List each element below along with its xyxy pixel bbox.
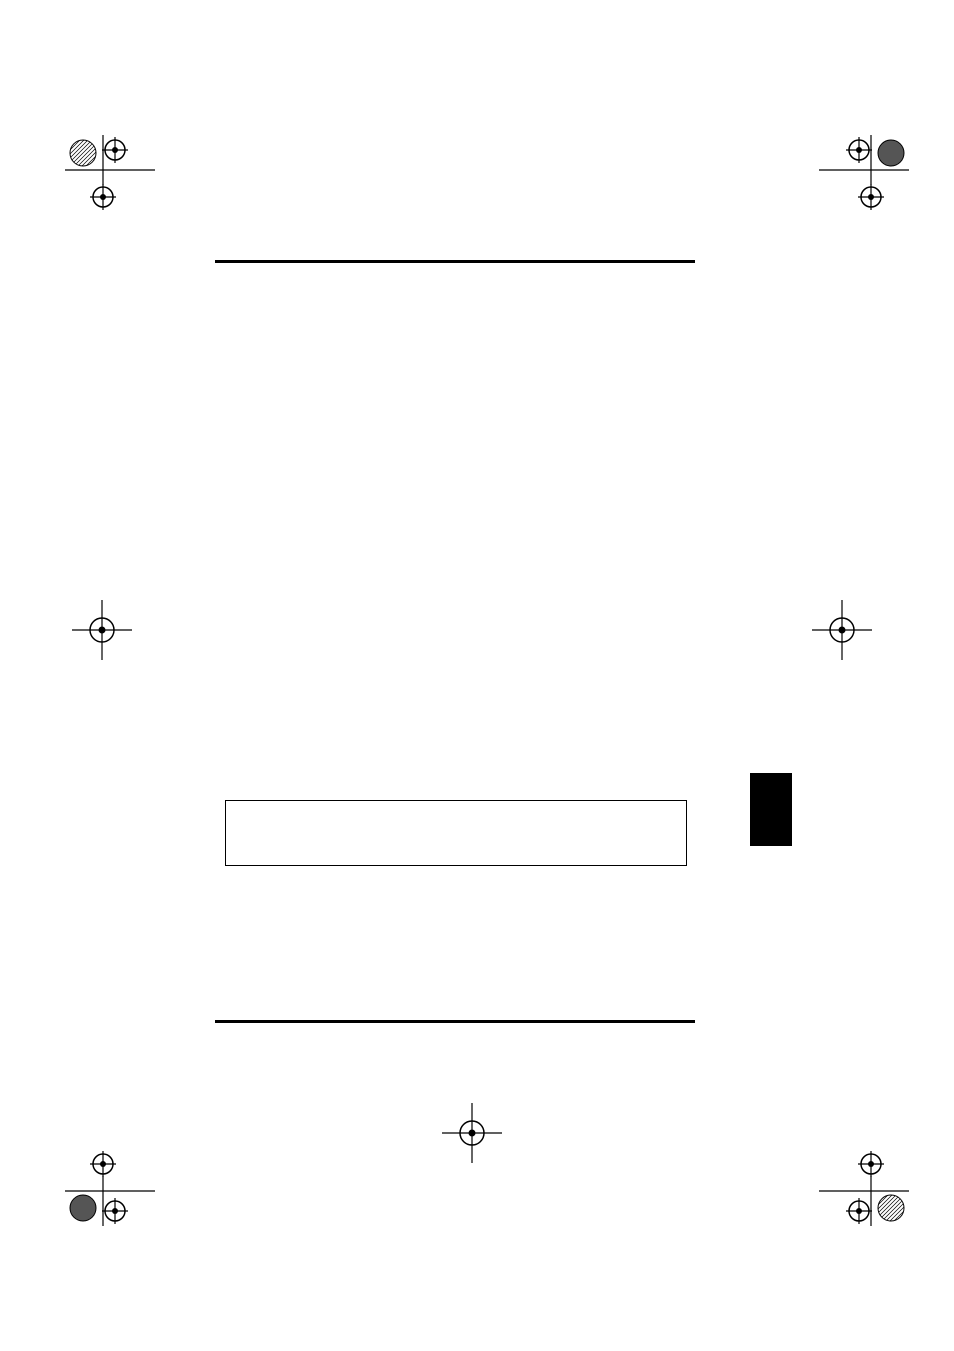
registration-mark-bottom-right — [819, 1116, 889, 1216]
registration-mark-bottom-center — [442, 1103, 512, 1203]
section-tab — [750, 773, 792, 846]
content-box — [225, 800, 687, 866]
registration-mark-mid-left — [72, 600, 142, 700]
registration-mark-bottom-left — [65, 1116, 135, 1216]
top-rule — [215, 260, 695, 263]
content-area — [215, 260, 695, 263]
registration-mark-mid-right — [812, 600, 882, 700]
registration-mark-top-right — [819, 135, 889, 235]
registration-mark-top-left — [65, 135, 135, 235]
bottom-rule — [215, 1020, 695, 1023]
